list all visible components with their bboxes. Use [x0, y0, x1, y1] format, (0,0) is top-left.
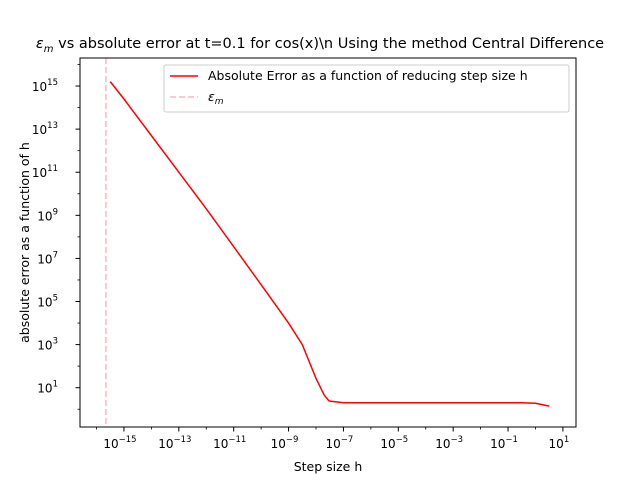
legend-epsilon-sub: m: [215, 97, 224, 107]
x-tick-label: 10−1: [490, 435, 518, 451]
y-tick-label: 101: [37, 380, 58, 396]
x-tick-label: 10−5: [380, 435, 408, 451]
title-epsilon-sub: m: [44, 44, 54, 55]
x-tick-label: 10−3: [435, 435, 463, 451]
x-tick-label: 10−9: [271, 435, 299, 451]
x-axis-label: Step size h: [294, 459, 363, 474]
y-tick-label: 1013: [32, 121, 58, 137]
title-epsilon: ε: [36, 36, 44, 52]
chart-title: εm vs absolute error at t=0.1 for cos(x)…: [36, 36, 604, 55]
y-axis-label: absolute error as a function of h: [17, 142, 32, 343]
y-tick-label: 109: [37, 207, 58, 223]
error-series-line: [109, 81, 550, 407]
x-tick-label: 10−7: [326, 435, 354, 451]
legend-box: [163, 64, 570, 113]
y-tick-label: 1011: [32, 164, 58, 180]
plot-area: [105, 58, 550, 427]
legend-label-epsilon-line: εm: [208, 89, 224, 107]
y-tick-label: 105: [37, 294, 58, 310]
axes-frame: [79, 57, 577, 428]
x-tick-label: 10−11: [213, 435, 246, 451]
legend: Absolute Error as a function of reducing…: [163, 64, 570, 113]
x-tick-label: 10−15: [103, 435, 136, 451]
legend-label-error-line: Absolute Error as a function of reducing…: [208, 68, 528, 83]
title-suffix: vs absolute error at t=0.1 for cos(x)\n …: [54, 36, 605, 52]
x-tick-label: 10−13: [158, 435, 191, 451]
x-tick-label: 101: [549, 435, 570, 451]
x-axis-ticks: 10−15 10−13 10−11 10−9 10−7 10−5 10−3 10−1 101: [96, 427, 570, 451]
legend-epsilon-base: ε: [208, 89, 215, 104]
y-tick-label: 107: [37, 250, 58, 266]
y-tick-label: 1015: [32, 78, 58, 94]
y-axis-ticks: 101 103 105 107 109 1011 1013 1015: [32, 64, 80, 410]
y-tick-label: 103: [37, 337, 58, 353]
